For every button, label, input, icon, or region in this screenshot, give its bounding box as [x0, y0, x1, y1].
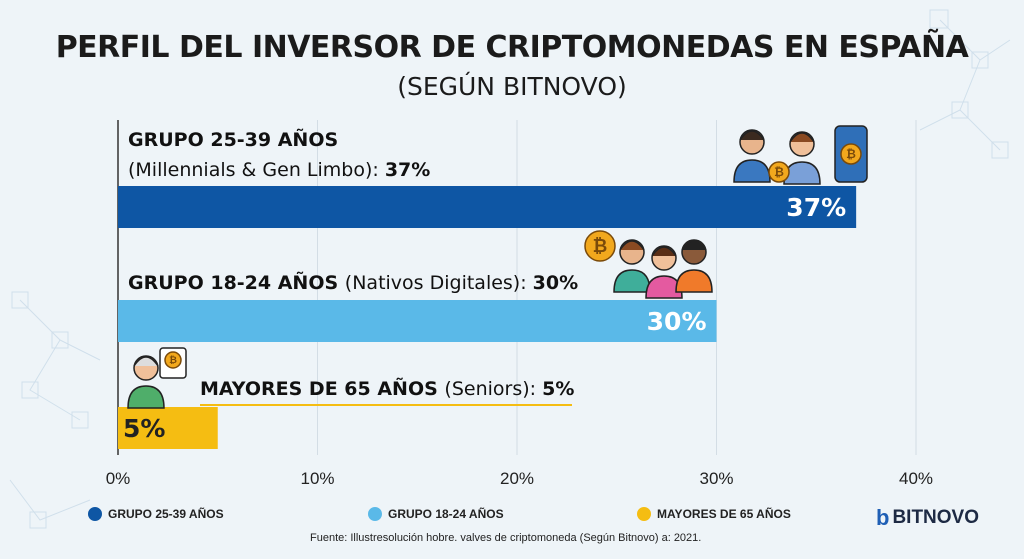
bitcoin-senior-icon-glyph: ₿ [169, 355, 177, 366]
x-tick-label: 40% [899, 469, 933, 488]
legend-swatch [88, 507, 102, 521]
bar-label: GRUPO 18-24 AÑOS (Nativos Digitales): 30… [128, 270, 578, 294]
legend-label: GRUPO 25-39 AÑOS [108, 507, 224, 521]
legend-item-25-39: GRUPO 25-39 AÑOS [88, 507, 224, 521]
bitcoin-senior-icon [164, 351, 182, 369]
bar [118, 407, 218, 449]
legend-label: GRUPO 18-24 AÑOS [388, 507, 504, 521]
legend-swatch [637, 507, 651, 521]
person-body [675, 269, 713, 293]
bar-label: MAYORES DE 65 AÑOS (Seniors): 5% [200, 376, 574, 400]
chart-subtitle: (SEGÚN BITNOVO) [397, 72, 627, 101]
bar-chart: 0% 10% 20% 30% 40% 37% GRUPO 25-39 AÑOS (Millen… [106, 120, 933, 488]
legend-label: MAYORES DE 65 AÑOS [657, 507, 791, 521]
bitcoin-speech-icon [584, 230, 616, 262]
person-body [127, 385, 165, 409]
bitcoin-coin-icon [768, 161, 790, 183]
person-body [733, 159, 771, 183]
source-note: Fuente: Illustresolución hobre. valves d… [310, 532, 702, 544]
person-body [613, 269, 651, 293]
x-tick-label: 0% [106, 469, 131, 488]
bar [118, 300, 717, 342]
bitnovo-logo: b BITNOVO [876, 505, 979, 531]
person-hair [651, 246, 677, 257]
bar-label-bold: GRUPO 25-39 AÑOS [128, 127, 338, 151]
data-label: 37% [786, 193, 846, 222]
x-tick-label: 30% [699, 469, 733, 488]
x-tick-label: 10% [300, 469, 334, 488]
bar-label-rest: (Millennials & Gen Limbo): 37% [128, 159, 430, 181]
logo-text: BITNOVO [892, 507, 980, 528]
person-hair [619, 240, 645, 251]
logo-mark: b [876, 505, 890, 530]
data-label: 30% [647, 307, 707, 336]
legend-item-65: MAYORES DE 65 AÑOS [637, 507, 791, 521]
senior-icon [127, 355, 165, 409]
bar [118, 186, 857, 228]
young-man-2-icon [675, 239, 713, 293]
x-tick-label: 20% [500, 469, 534, 488]
data-label: 5% [123, 414, 165, 443]
person-hair [681, 240, 707, 251]
person-hair [133, 356, 159, 367]
bitcoin-speech-icon-glyph: ₿ [593, 236, 608, 257]
chart-title: PERFIL DEL INVERSOR DE CRIPTOMONEDAS EN … [55, 30, 969, 65]
man-icon [733, 129, 771, 183]
person-hair [739, 130, 765, 141]
person-hair [789, 132, 815, 143]
legend-swatch [368, 507, 382, 521]
young-man-icon [613, 239, 651, 293]
bitcoin-phone-icon [840, 143, 862, 165]
bitcoin-coin-icon-glyph: ₿ [774, 165, 784, 179]
legend-item-18-24: GRUPO 18-24 AÑOS [368, 507, 504, 521]
woman-icon [783, 131, 821, 185]
bitcoin-phone-icon-glyph: ₿ [846, 147, 856, 161]
